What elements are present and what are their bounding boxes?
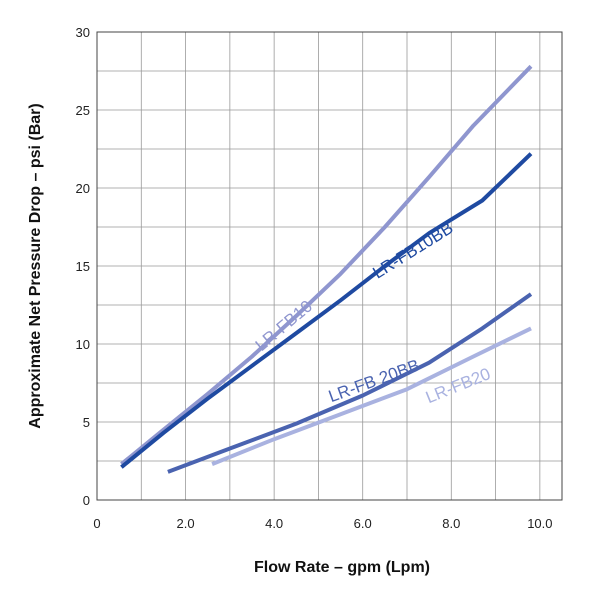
- series-line-lr-fb-20bb: [167, 292, 533, 474]
- x-tick-label: 10.0: [527, 516, 552, 531]
- series-line-lr-fb10: [120, 64, 533, 466]
- plot-frame: [96, 31, 563, 501]
- series-line-lr-fb20: [211, 326, 532, 466]
- series-line-lr-fb10bb: [120, 152, 533, 469]
- x-tick-label: 6.0: [354, 516, 372, 531]
- x-axis-ticks: 0 2.0 4.0 6.0 8.0 10.0: [93, 516, 552, 531]
- x-tick-label: 0: [93, 516, 100, 531]
- series-lines: [120, 64, 533, 474]
- y-tick-label: 10: [76, 337, 90, 352]
- y-axis-ticks: 0 5 10 15 20 25 30: [76, 25, 90, 508]
- x-tick-label: 8.0: [442, 516, 460, 531]
- series-label: LR-FB20: [423, 364, 493, 407]
- x-axis-title: Flow Rate – gpm (Lpm): [254, 559, 430, 576]
- y-tick-label: 25: [76, 103, 90, 118]
- x-tick-label: 2.0: [177, 516, 195, 531]
- y-tick-label: 15: [76, 259, 90, 274]
- y-tick-label: 5: [83, 415, 90, 430]
- y-tick-label: 20: [76, 181, 90, 196]
- x-tick-label: 4.0: [265, 516, 283, 531]
- y-axis-title: Approximate Net Pressure Drop – psi (Bar…: [27, 103, 44, 428]
- series-label: LR-FB 20BB: [326, 356, 422, 406]
- y-tick-label: 30: [76, 25, 90, 40]
- y-tick-label: 0: [83, 493, 90, 508]
